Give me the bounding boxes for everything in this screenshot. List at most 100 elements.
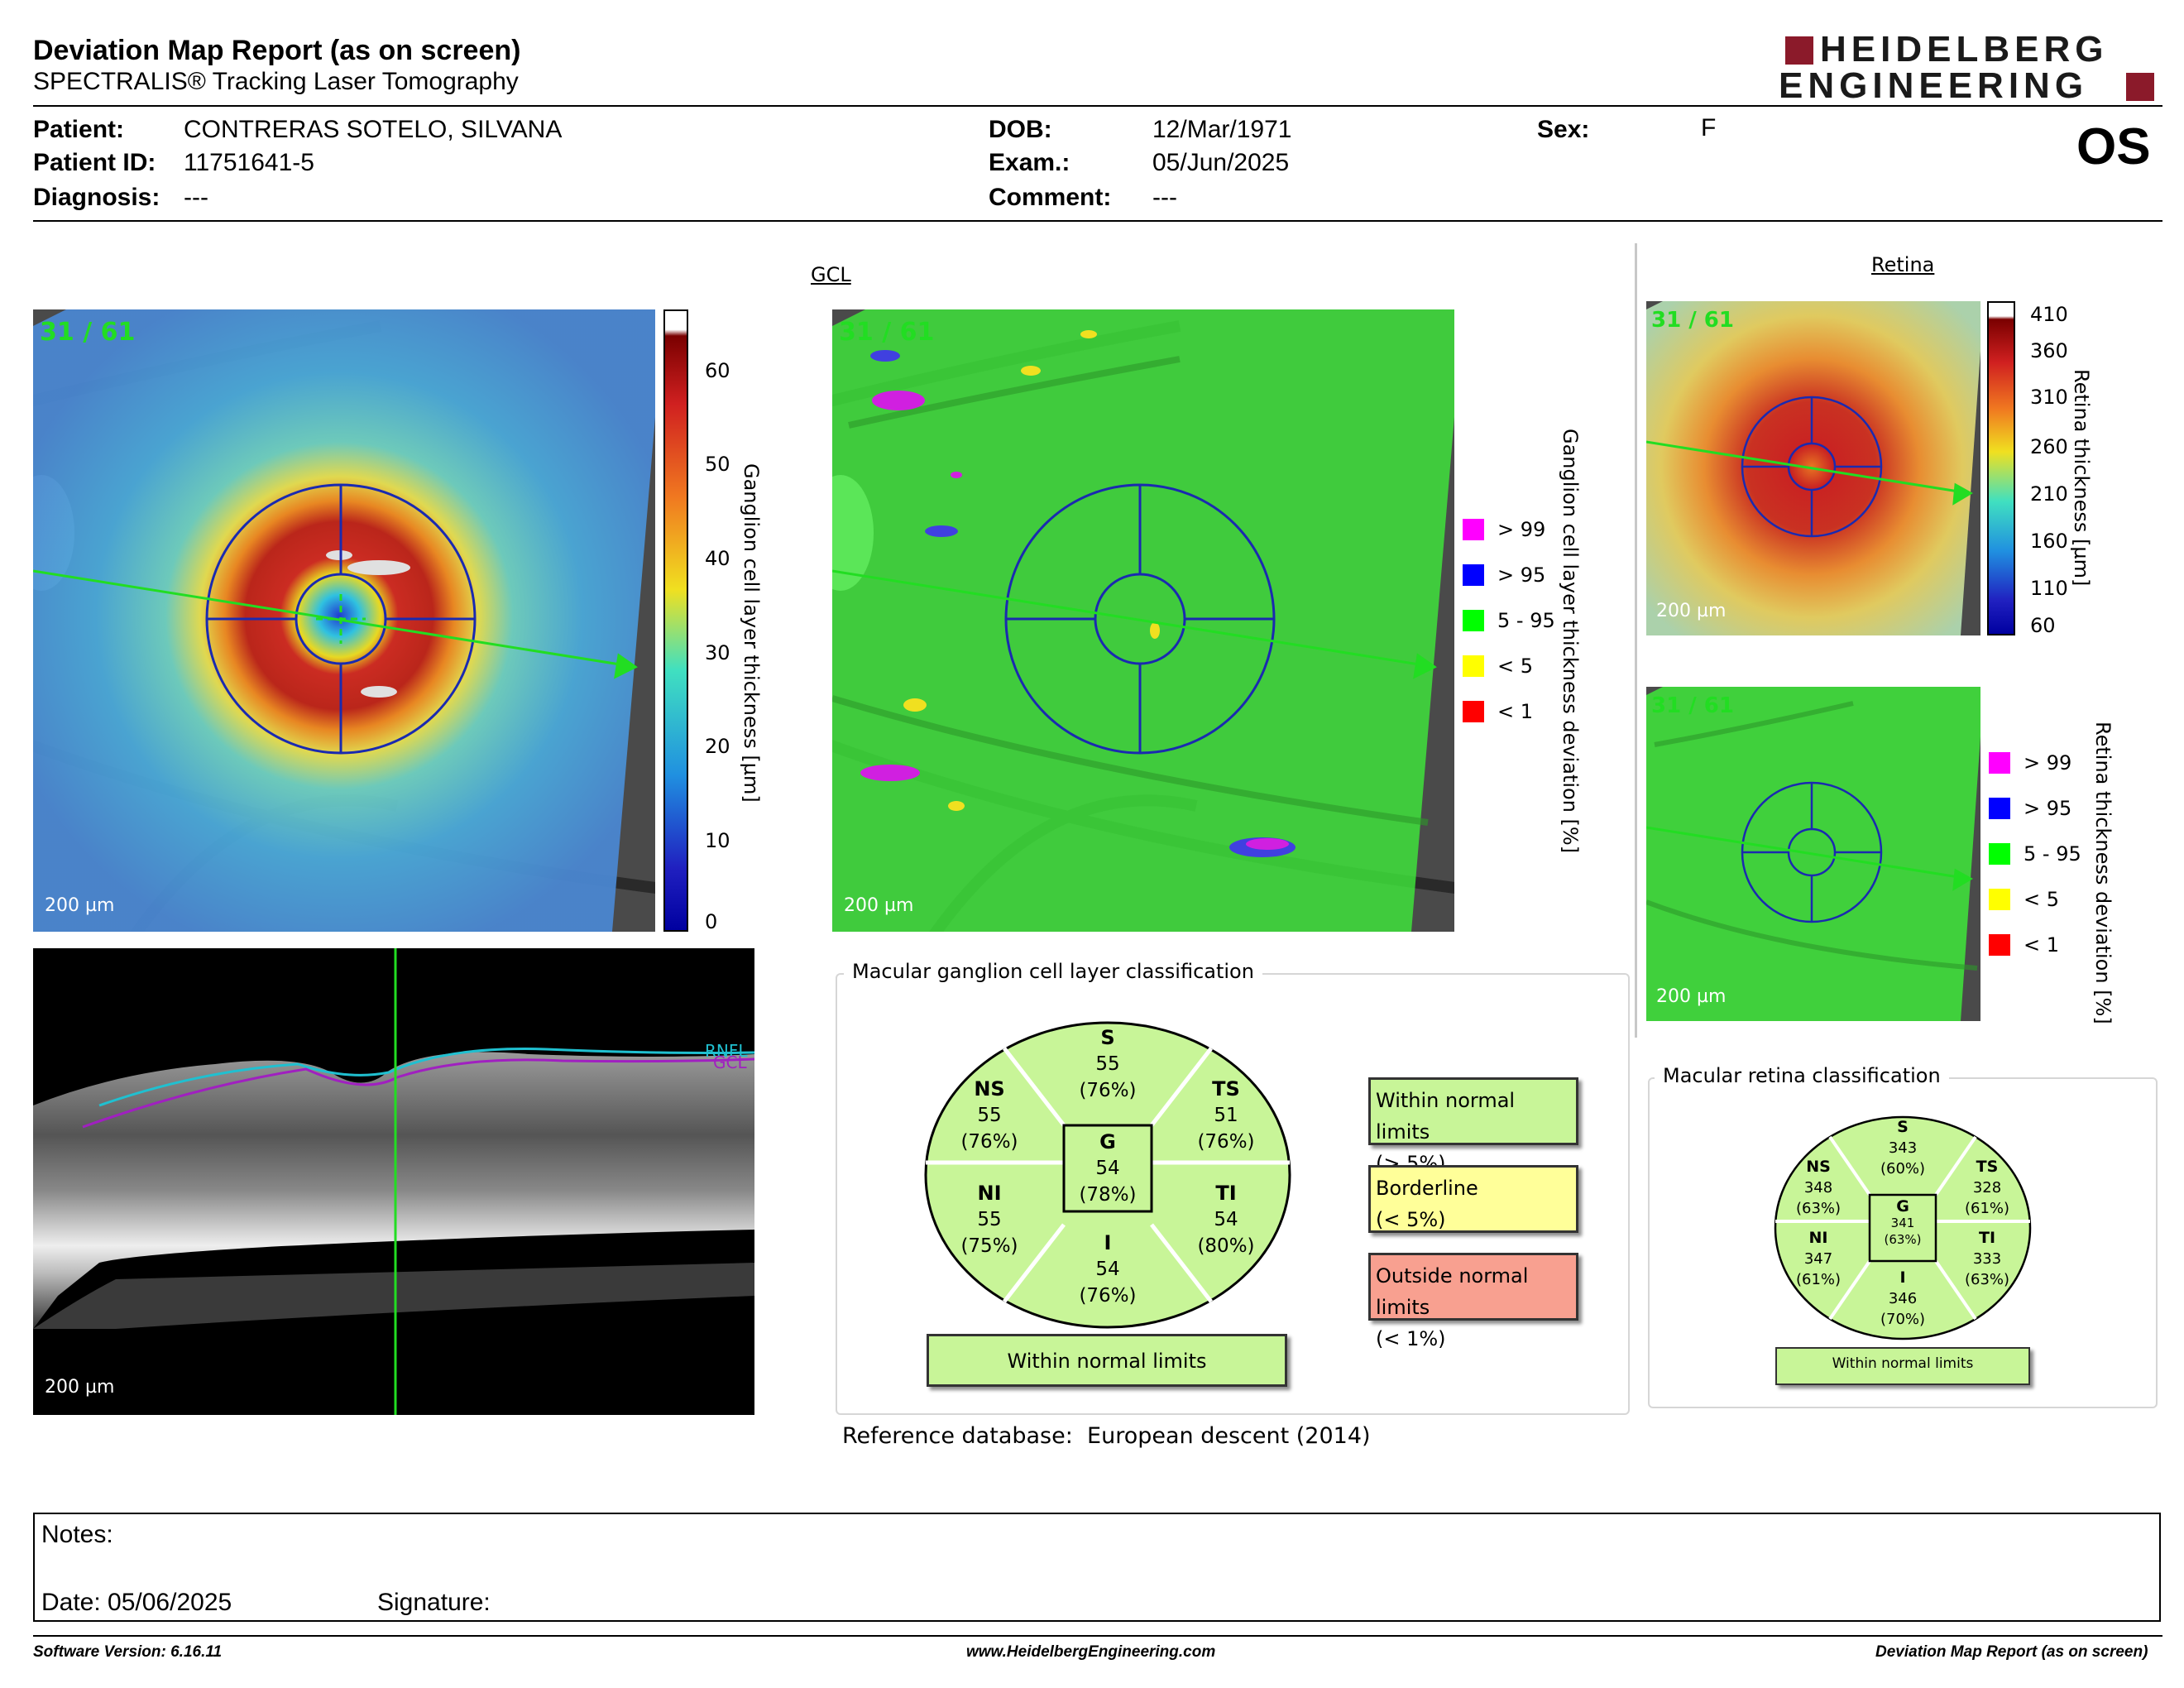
report-title: Deviation Map Report (as on screen) bbox=[33, 35, 521, 66]
dob-label: DOB: bbox=[989, 116, 1052, 143]
sector-percent: (76%) bbox=[960, 1131, 1018, 1153]
sector-percent: (75%) bbox=[960, 1235, 1018, 1257]
retina-sector-chart bbox=[1774, 1115, 2032, 1340]
gcl-tick: 60 bbox=[705, 359, 730, 382]
sector-ts: TS 51 (76%) bbox=[1185, 1076, 1267, 1155]
gcl-tick: 10 bbox=[705, 829, 730, 852]
notes-box[interactable]: Notes: Date: 05/06/2025 Signature: bbox=[33, 1513, 2161, 1622]
section-divider bbox=[1635, 243, 1637, 1038]
gcl-tick: 50 bbox=[705, 453, 730, 476]
sector-ti: TI 54 (80%) bbox=[1185, 1180, 1267, 1259]
retina-thickness-axis-title: Retina thickness [µm] bbox=[2070, 369, 2093, 587]
sector-value: 346 bbox=[1888, 1290, 1918, 1307]
sector-value: 348 bbox=[1803, 1179, 1833, 1196]
retina-tick: 110 bbox=[2030, 577, 2068, 600]
sector-value: 55 bbox=[977, 1105, 1002, 1126]
retina-dev-legend-swatch bbox=[1989, 889, 2010, 910]
gcl-tick: 0 bbox=[705, 910, 718, 933]
bscan-scale-bar: 200 µm bbox=[45, 1377, 115, 1398]
gcl-deviation-axis-title: Ganglion cell layer thickness deviation … bbox=[1559, 429, 1582, 854]
retina-dev-legend-swatch bbox=[1989, 843, 2010, 865]
gcl-dev-scale-bar: 200 µm bbox=[844, 895, 914, 916]
retina-tick: 60 bbox=[2030, 614, 2056, 637]
sex-value: F bbox=[1701, 114, 1717, 141]
report-subtitle: SPECTRALIS® Tracking Laser Tomography bbox=[33, 68, 519, 95]
dob-value: 12/Mar/1971 bbox=[1152, 116, 1292, 143]
sector-name: NI bbox=[977, 1182, 1002, 1205]
date-label: Date: 05/06/2025 bbox=[41, 1589, 232, 1616]
sector-i: I 54 (76%) bbox=[1066, 1230, 1149, 1309]
gcl-tick: 20 bbox=[705, 735, 730, 758]
sector-percent: (61%) bbox=[1795, 1271, 1842, 1288]
sector-name: I bbox=[1899, 1268, 1906, 1287]
retina-scale-bar: 200 µm bbox=[1656, 601, 1727, 621]
gcl-sector-chart bbox=[924, 1021, 1291, 1329]
retina-dev-legend-label: < 5 bbox=[2024, 888, 2060, 911]
gcl-tick: 40 bbox=[705, 547, 730, 570]
sector-name: S bbox=[1897, 1118, 1909, 1136]
gcl-dev-legend-label: < 5 bbox=[1497, 655, 1534, 678]
diagnosis-label: Diagnosis: bbox=[33, 184, 160, 211]
signature-label: Signature: bbox=[377, 1589, 491, 1616]
sector-percent: (80%) bbox=[1197, 1235, 1255, 1257]
sector-s: S 343 (60%) bbox=[1870, 1117, 1936, 1179]
gcl-dev-legend-item: 5 - 95 bbox=[1463, 609, 1555, 632]
gcl-deviation-map[interactable]: 31 / 61 200 µm bbox=[832, 309, 1454, 932]
retina-dev-legend-item: > 99 bbox=[1989, 751, 2071, 774]
retina-tick: 260 bbox=[2030, 435, 2068, 458]
gcl-classification-result: Within normal limits bbox=[927, 1334, 1287, 1387]
retina-dev-legend-label: > 95 bbox=[2024, 797, 2072, 820]
sector-ns: NS 348 (63%) bbox=[1785, 1157, 1851, 1219]
sector-value: 328 bbox=[1972, 1179, 2002, 1196]
heidelberg-logo: HEIDELBERG ENGINEERING bbox=[1779, 30, 2161, 106]
key-outside-normal: Outside normal limits (< 1%) bbox=[1368, 1253, 1578, 1350]
gcl-dev-legend-swatch bbox=[1463, 519, 1484, 540]
gcl-layer-label: GCL bbox=[713, 1053, 747, 1072]
sector-percent: (76%) bbox=[1079, 1080, 1137, 1101]
exam-date: 05/Jun/2025 bbox=[1152, 149, 1290, 176]
retina-thickness-map[interactable]: 31 / 61 200 µm bbox=[1646, 301, 1980, 635]
software-version: Software Version: 6.16.11 bbox=[33, 1643, 223, 1661]
comment-value: --- bbox=[1152, 184, 1177, 211]
sector-ni: NI 55 (75%) bbox=[948, 1180, 1031, 1259]
sector-name: TI bbox=[1215, 1182, 1237, 1205]
retina-tick: 360 bbox=[2030, 339, 2068, 362]
sector-value: 333 bbox=[1972, 1250, 2002, 1268]
sector-value: 54 bbox=[1095, 1158, 1120, 1179]
gcl-dev-legend-item: < 1 bbox=[1463, 700, 1533, 723]
gcl-dev-legend-swatch bbox=[1463, 701, 1484, 722]
bscan-image[interactable]: RNFL GCL 200 µm bbox=[33, 948, 754, 1415]
gcl-dev-legend-swatch bbox=[1463, 655, 1484, 677]
sector-name: G bbox=[1099, 1130, 1116, 1153]
gcl-thickness-axis-title: Ganglion cell layer thickness [µm] bbox=[740, 463, 763, 803]
key-borderline: Borderline (< 5%) bbox=[1368, 1165, 1578, 1233]
gcl-classification-title: Macular ganglion cell layer classificati… bbox=[844, 960, 1262, 983]
gcl-dev-legend-swatch bbox=[1463, 610, 1484, 631]
sector-percent: (60%) bbox=[1880, 1160, 1926, 1177]
gcl-dev-legend-swatch bbox=[1463, 564, 1484, 586]
patient-id-label: Patient ID: bbox=[33, 149, 156, 176]
gcl-thickness-map[interactable]: 31 / 61 200 µm bbox=[33, 309, 655, 932]
sector-value: 347 bbox=[1803, 1250, 1833, 1268]
sector-name: NS bbox=[974, 1077, 1005, 1101]
retina-dev-frame-index: 31 / 61 bbox=[1651, 693, 1734, 718]
key-within-normal: Within normal limits (> 5%) bbox=[1368, 1077, 1578, 1175]
notes-label: Notes: bbox=[41, 1521, 113, 1548]
sector-percent: (78%) bbox=[1079, 1184, 1137, 1206]
retina-tick: 410 bbox=[2030, 303, 2068, 326]
patient-id: 11751641-5 bbox=[184, 149, 314, 176]
sector-percent: (61%) bbox=[1964, 1200, 2010, 1217]
website-link[interactable]: www.HeidelbergEngineering.com bbox=[966, 1643, 1216, 1661]
gcl-dev-frame-index: 31 / 61 bbox=[839, 318, 935, 347]
retina-dev-legend-label: < 1 bbox=[2024, 933, 2060, 957]
sector-percent: (63%) bbox=[1964, 1271, 2010, 1288]
gcl-dev-legend-item: > 99 bbox=[1463, 518, 1545, 541]
retina-dev-legend-item: < 5 bbox=[1989, 888, 2059, 911]
retina-deviation-axis-title: Retina thickness deviation [%] bbox=[2091, 722, 2115, 1024]
sector-name: TI bbox=[1978, 1229, 1996, 1247]
retina-thickness-colorbar bbox=[1987, 301, 2015, 635]
gcl-dev-legend-label: 5 - 95 bbox=[1497, 609, 1555, 632]
retina-dev-legend-item: < 1 bbox=[1989, 933, 2059, 957]
retina-deviation-map[interactable]: 31 / 61 200 µm bbox=[1646, 687, 1980, 1021]
exam-label: Exam.: bbox=[989, 149, 1070, 176]
